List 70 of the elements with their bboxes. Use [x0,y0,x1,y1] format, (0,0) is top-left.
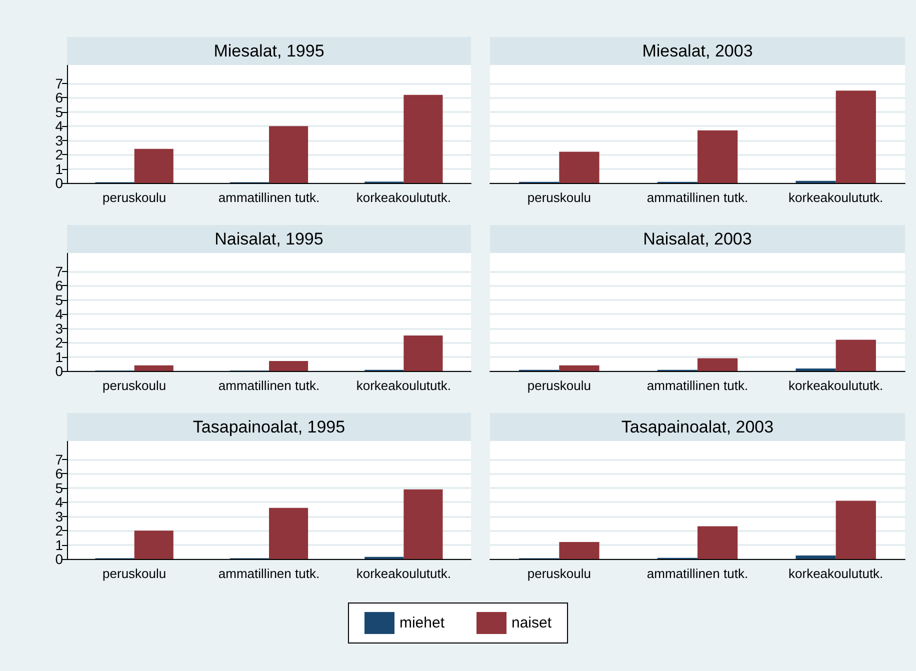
bar [698,526,738,559]
bar [269,126,308,183]
y-tick-label: 5 [55,292,64,308]
y-tick-label: 2 [55,146,64,163]
x-tick-label: ammatillinen tutk. [646,190,748,205]
y-tick-label: 4 [55,494,64,510]
bar [698,130,738,183]
bar [559,542,600,559]
bar [134,365,174,371]
x-tick-label: ammatillinen tutk. [218,190,320,205]
bar [559,152,600,183]
chart-title: Naisalat, 2003 [643,230,752,248]
chart-title: Miesalat, 2003 [642,42,753,60]
x-tick-label: korkeakoulututk. [788,378,884,393]
y-tick-label: 2 [55,334,64,351]
x-tick-label: peruskoulu [527,566,591,581]
bar [796,368,836,371]
x-tick-label: ammatillinen tutk. [646,378,748,393]
x-tick-label: korkeakoulututk. [356,378,452,393]
y-tick-label: 6 [55,90,64,106]
bar [836,340,876,371]
y-tick-label: 0 [55,175,64,191]
bar [796,555,836,559]
bar [404,94,443,183]
chart-title: Tasapainoalat, 1995 [192,418,346,436]
bar [269,361,308,371]
bar [836,500,876,559]
y-tick-label: 5 [55,104,64,120]
bar [269,508,308,559]
y-tick-label: 1 [55,536,64,553]
bar [404,335,443,371]
x-tick-label: peruskoulu [527,378,591,393]
x-tick-label: korkeakoulututk. [788,190,884,205]
y-tick-label: 7 [55,75,64,92]
x-tick-label: ammatillinen tutk. [646,566,748,581]
x-tick-label: peruskoulu [102,378,166,393]
x-tick-label: korkeakoulututk. [788,566,884,581]
y-tick-label: 0 [55,363,64,379]
y-tick-label: 6 [55,466,64,482]
bar [698,358,738,371]
x-tick-label: peruskoulu [102,566,166,581]
bar [134,148,174,183]
y-tick-label: 1 [55,348,64,365]
y-tick-label: 6 [55,278,64,294]
y-tick-label: 2 [55,522,64,539]
legend-label: naiset [512,614,552,632]
y-tick-label: 5 [55,480,64,496]
bar [836,90,876,183]
bar [559,365,600,371]
y-tick-label: 7 [55,263,64,280]
x-tick-label: korkeakoulututk. [356,190,452,205]
y-tick-label: 7 [55,451,64,468]
x-tick-label: peruskoulu [102,190,166,205]
y-tick-label: 4 [55,118,64,134]
chart-title: Miesalat, 1995 [214,42,324,60]
x-tick-label: korkeakoulututk. [356,566,452,581]
x-tick-label: ammatillinen tutk. [218,378,320,393]
y-tick-label: 3 [55,132,64,148]
y-tick-label: 0 [55,551,64,567]
y-tick-label: 3 [55,320,64,336]
bar [134,530,174,559]
y-tick-label: 1 [55,160,64,177]
bar [404,489,443,559]
x-tick-label: peruskoulu [527,190,591,205]
chart-title: Naisalat, 1995 [214,230,324,248]
y-tick-label: 3 [55,508,64,524]
legend-label: miehet [399,614,446,632]
y-tick-label: 4 [55,306,64,322]
chart-title: Tasapainoalat, 2003 [621,418,774,436]
x-tick-label: ammatillinen tutk. [218,566,320,581]
